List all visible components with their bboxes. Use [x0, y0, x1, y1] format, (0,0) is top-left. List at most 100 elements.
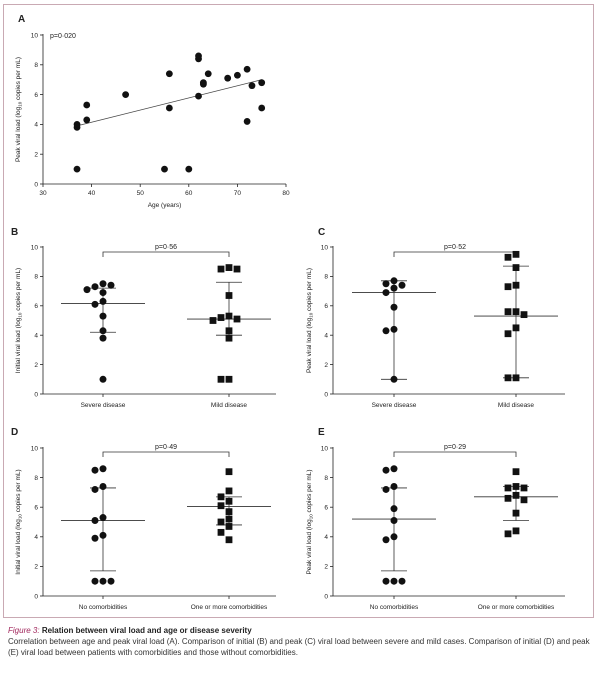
panel-b-category-label: Mild disease	[211, 402, 248, 409]
panel-b-data-point	[107, 281, 115, 289]
panel-e-y-tick-label: 4	[324, 534, 328, 541]
panel-a-x-tick-label: 30	[39, 190, 47, 197]
panel-a-data-point	[243, 118, 251, 125]
panel-d-y-tick-label: 6	[34, 505, 38, 512]
panel-c-y-title-units: copies per mL)	[306, 268, 313, 313]
panel-a-data-point	[122, 91, 130, 98]
panel-e-y-title-subscript: 10	[309, 514, 314, 520]
panel-e-data-point	[390, 465, 398, 473]
panel-c-data-point	[390, 277, 398, 285]
panel-a-x-title: Age (years)	[148, 202, 182, 209]
panel-e-data-point	[390, 482, 398, 490]
panel-c-data-point	[512, 264, 520, 271]
panel-b-data-point	[99, 327, 107, 335]
panel-a-letter: A	[18, 14, 25, 25]
panel-b-data-point	[99, 375, 107, 383]
panel-c-data-point	[390, 284, 398, 292]
panel-a-data-point	[195, 52, 202, 60]
panel-a-data-point	[165, 70, 173, 78]
panel-e-y-tick-label: 6	[324, 505, 328, 512]
panel-e-data-point	[512, 483, 520, 490]
panel-c-comparison-bracket	[393, 251, 517, 257]
panel-d-data-point	[91, 466, 99, 474]
panel-a-y-tick-label: 4	[34, 122, 38, 129]
panel-b-y-tick-label: 0	[34, 391, 38, 398]
panel-d-data-point	[225, 523, 233, 530]
panel-a-y-tick-label: 8	[34, 62, 38, 69]
panel-e-y-tick-label: 2	[324, 564, 328, 571]
panel-a-x-tick-label: 80	[282, 190, 290, 197]
panel-d-y-title-subscript: 10	[18, 514, 23, 520]
panel-c-data-point	[512, 308, 520, 316]
panel-e-y-title-main: Peak viral load (log	[306, 519, 313, 575]
panel-b-data-point	[209, 317, 217, 324]
caption-title-line: Figure 3: Relation between viral load an…	[8, 625, 594, 636]
panel-c-data-point	[512, 374, 520, 382]
panel-a-pvalue: p=0·020	[50, 33, 76, 40]
panel-c-y-tick-label: 0	[324, 391, 328, 398]
panel-d-y-tick-label: 2	[34, 564, 38, 571]
panel-a-y-tick-label: 6	[34, 92, 38, 99]
panel-b-data-point	[233, 265, 241, 273]
panel-d-data-point	[99, 482, 107, 490]
panel-a-y-tick-label: 0	[34, 181, 38, 188]
panel-b-y-tick-label: 2	[34, 362, 38, 369]
panel-e-y-title-units: copies per mL)	[306, 469, 313, 514]
panel-d-y-tick-label: 10	[31, 445, 39, 452]
panel-d-data-point	[99, 514, 107, 522]
caption-label: Figure 3:	[8, 626, 40, 635]
panel-e-data-point	[382, 466, 390, 474]
panel-d-y-tick-label: 0	[34, 593, 38, 600]
panel-d-data-point	[107, 577, 115, 585]
panel-e-data-point	[504, 484, 512, 492]
panel-d-data-point	[225, 468, 233, 476]
panel-e-data-point	[382, 536, 390, 544]
panel-c-y-tick-label: 10	[321, 244, 329, 251]
panel-e-data-point	[390, 517, 398, 525]
panel-a-data-point	[195, 92, 202, 100]
panel-c-y-tick-label: 4	[324, 333, 328, 340]
panel-b-data-point	[217, 314, 225, 321]
panel-a-y-tick-label: 2	[34, 152, 38, 159]
panel-d-data-point	[225, 536, 233, 544]
panel-c-y-tick-label: 6	[324, 303, 328, 310]
panel-b-y-tick-label: 10	[31, 244, 39, 251]
panel-c-data-point	[520, 311, 528, 319]
panel-a-y-title: Peak viral load (log10 copies per mL)	[15, 57, 23, 162]
panel-b-data-point	[225, 327, 233, 335]
panel-b-data-point	[225, 375, 233, 383]
panel-b-data-point	[83, 286, 91, 294]
panel-a-data-point	[165, 104, 173, 112]
panel-c-y-title-subscript: 10	[309, 312, 314, 318]
panel-e-data-point	[512, 468, 520, 476]
panel-e-y-tick-label: 8	[324, 475, 328, 482]
panel-a-data-point	[161, 165, 168, 173]
panel-c-y-tick-label: 8	[324, 274, 328, 281]
panel-e-data-point	[390, 533, 398, 541]
panel-a-regression-line	[76, 79, 262, 127]
panel-a-y-title-subscript: 10	[18, 101, 23, 107]
panel-c-data-point	[504, 283, 512, 291]
panel-b-data-point	[233, 315, 241, 323]
panel-c-data-point	[504, 308, 512, 316]
panel-b-data-point	[99, 312, 107, 320]
panel-a-data-point	[243, 65, 251, 73]
caption-body: Correlation between age and peak viral l…	[8, 637, 590, 657]
panel-e-data-point	[504, 530, 512, 538]
panel-d-data-point	[91, 577, 99, 585]
panel-b-y-title-subscript: 10	[18, 312, 23, 318]
panel-c-data-point	[382, 280, 390, 288]
panel-b-data-point	[217, 265, 225, 273]
panel-d-data-point	[217, 528, 225, 536]
panel-d-data-point	[225, 515, 233, 523]
panel-a-data-point	[185, 165, 193, 173]
panel-d-data-point	[225, 497, 233, 505]
panel-d-data-point	[217, 493, 225, 501]
panel-d-data-point	[225, 487, 233, 495]
panel-a-y-title-units: copies per mL)	[15, 57, 22, 102]
panel-c-letter: C	[318, 227, 325, 238]
panel-e-y-title: Peak viral load (log10 copies per mL)	[306, 469, 314, 574]
panel-d-data-point	[217, 518, 225, 526]
panel-d-y-title-main: Initial viral load (log	[15, 519, 22, 575]
panel-d-data-point	[91, 517, 99, 525]
